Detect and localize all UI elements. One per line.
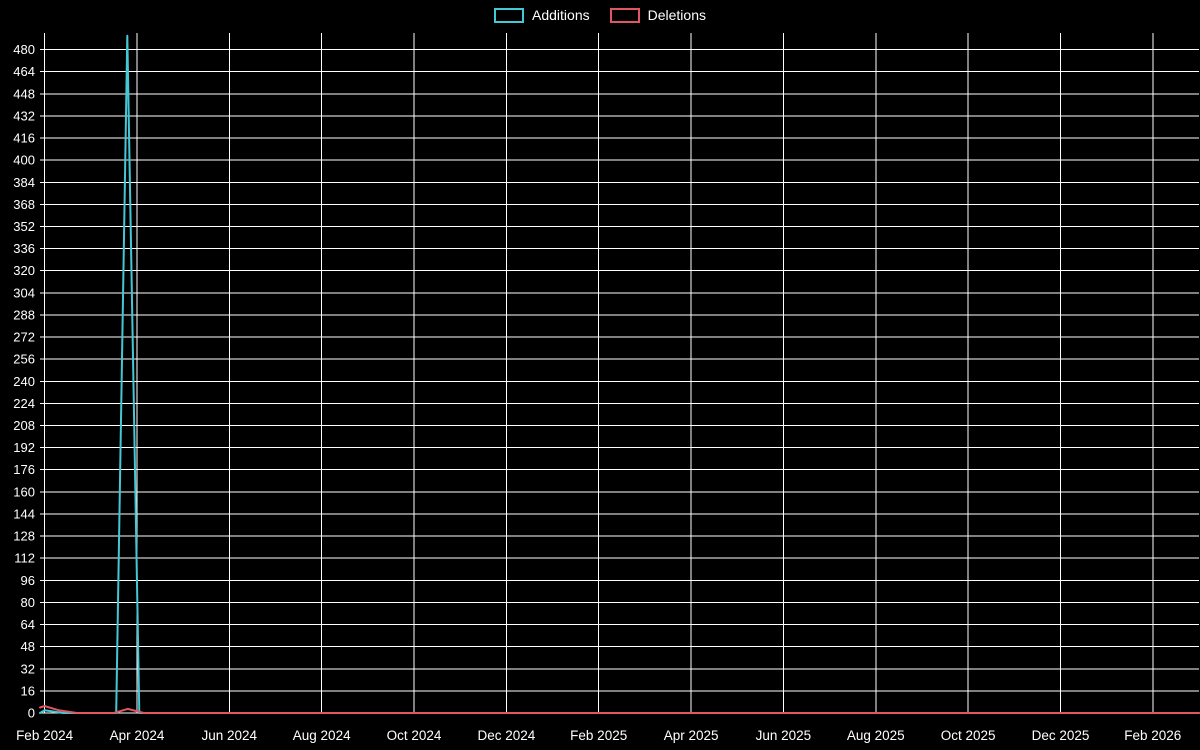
y-tick-label: 192 <box>13 440 35 455</box>
x-tick-label: Jun 2025 <box>756 728 812 743</box>
legend-item-deletions[interactable]: Deletions <box>609 7 706 23</box>
y-tick-label: 240 <box>13 374 35 389</box>
y-tick-label: 224 <box>13 396 35 411</box>
x-tick-label: Dec 2024 <box>478 728 536 743</box>
deletions-series-line <box>39 705 1200 714</box>
x-tick-label: Jun 2024 <box>202 728 258 743</box>
y-tick-label: 32 <box>21 661 35 676</box>
x-tick-label: Feb 2025 <box>570 728 627 743</box>
y-tick-label: 144 <box>13 507 35 522</box>
y-tick-label: 160 <box>13 484 35 499</box>
y-tick-label: 272 <box>13 330 35 345</box>
y-tick-label: 16 <box>21 683 35 698</box>
x-tick-label: Apr 2024 <box>110 728 165 743</box>
y-tick-label: 448 <box>13 86 35 101</box>
y-tick-label: 384 <box>13 175 35 190</box>
x-tick-label: Feb 2024 <box>16 728 74 743</box>
x-tick-label: Feb 2026 <box>1124 728 1181 743</box>
y-tick-label: 256 <box>13 352 35 367</box>
chart-legend: Additions Deletions <box>0 7 1200 23</box>
y-tick-label: 48 <box>21 639 35 654</box>
y-tick-label: 208 <box>13 418 35 433</box>
deletions-legend-label: Deletions <box>647 7 706 23</box>
y-tick-label: 336 <box>13 241 35 256</box>
y-tick-label: 112 <box>14 551 35 566</box>
x-tick-label: Oct 2024 <box>387 728 442 743</box>
x-tick-label: Aug 2024 <box>293 728 351 743</box>
y-tick-label: 368 <box>13 197 35 212</box>
y-tick-label: 176 <box>13 462 35 477</box>
x-tick-label: Aug 2025 <box>847 728 905 743</box>
additions-series-line <box>39 34 1200 714</box>
deletions-legend-swatch <box>609 7 640 23</box>
y-tick-label: 416 <box>13 131 35 146</box>
y-tick-label: 432 <box>13 108 35 123</box>
y-tick-label: 128 <box>13 529 35 544</box>
x-tick-label: Dec 2025 <box>1032 728 1090 743</box>
x-tick-label: Apr 2025 <box>664 728 719 743</box>
y-tick-label: 80 <box>21 595 35 610</box>
y-tick-label: 400 <box>13 153 35 168</box>
x-tick-label: Oct 2025 <box>941 728 996 743</box>
y-tick-label: 320 <box>13 263 35 278</box>
y-tick-label: 480 <box>13 42 35 57</box>
y-tick-label: 304 <box>13 285 35 300</box>
additions-legend-label: Additions <box>532 7 590 23</box>
legend-item-additions[interactable]: Additions <box>494 7 590 23</box>
y-tick-label: 0 <box>28 706 35 721</box>
y-tick-label: 288 <box>13 308 35 323</box>
y-tick-label: 64 <box>21 617 35 632</box>
y-tick-label: 96 <box>21 573 35 588</box>
y-tick-label: 352 <box>13 219 35 234</box>
additions-legend-swatch <box>494 7 525 23</box>
y-tick-label: 464 <box>13 64 35 79</box>
